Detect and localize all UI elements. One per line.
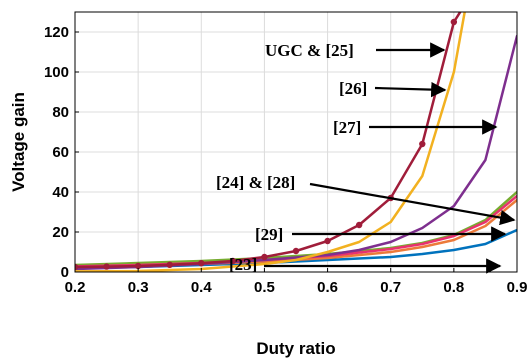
annotation-label-27: [27] [333,118,361,137]
y-tick-label: 60 [52,144,69,161]
grid [74,12,518,273]
x-tick-label: 0.3 [128,279,149,296]
x-tick-label: 0.9 [507,279,528,296]
annotation-label-ugc-25: UGC & [25] [265,41,354,60]
x-tick-label: 0.8 [443,279,464,296]
x-tick-label: 0.5 [254,279,275,296]
y-tick-label: 40 [52,184,69,201]
annotations: UGC & [25] [26] [27] [24] & [28] [29] [2… [216,41,516,274]
tick-labels: 0.2 0.3 0.4 0.5 0.6 0.7 0.8 0.9 0 20 40 60 80 100 120 [44,24,527,296]
y-tick-label: 80 [52,104,69,121]
annotation-arrow-24-28 [309,182,516,226]
series-layer [75,12,517,272]
y-tick-label: 0 [61,264,69,281]
annotation-label-23: [23] [229,255,257,274]
annotation-arrow-26 [374,81,447,98]
series-point-0 [324,237,331,245]
annotation-label-24-28: [24] & [28] [216,173,295,192]
y-tick-label: 20 [52,224,69,241]
x-tick-label: 0.4 [191,279,213,296]
y-axis-label: Voltage gain [9,92,28,192]
series-point-0 [166,261,173,268]
plot-frame [74,11,518,273]
series-point-0 [103,263,110,270]
series-point-0 [75,263,79,271]
series-point-0 [261,253,268,261]
annotation-label-26: [26] [339,79,367,98]
series-point-0 [450,18,458,26]
annotation-label-29: [29] [255,225,283,244]
x-tick-label: 0.7 [380,279,401,296]
x-tick-label: 0.6 [317,279,338,296]
series-line-0 [75,12,462,269]
series-point-0 [198,260,205,267]
series-point-0 [229,257,237,265]
series-point-0 [419,140,426,148]
x-tick-label: 0.2 [65,279,86,296]
x-axis-label: Duty ratio [256,339,335,358]
series-point-0 [134,262,142,270]
y-tick-label: 120 [44,24,69,41]
series-line-1 [75,12,466,272]
series-point-0 [292,247,300,255]
y-tick-label: 100 [44,64,69,81]
series-point-0 [355,221,363,229]
